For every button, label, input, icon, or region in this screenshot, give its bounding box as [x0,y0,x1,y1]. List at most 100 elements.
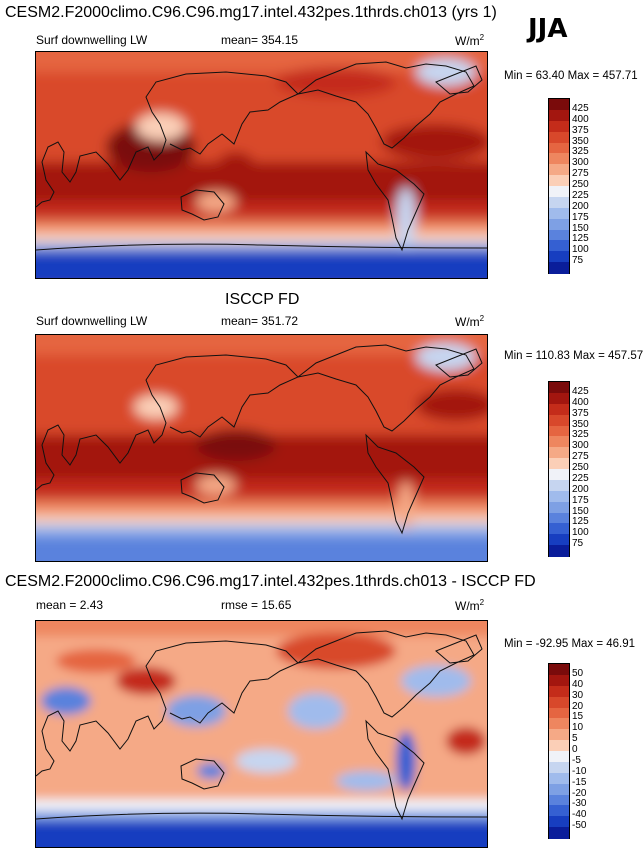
panel3-rmse: rmse = 15.65 [221,598,292,612]
greenland-coast [435,634,483,664]
colorbar-swatch [549,707,569,719]
colorbar-tick-label: 30 [572,689,584,701]
antarctica-coast [36,812,487,820]
colorbar-tick-label: 5 [572,733,578,745]
antarctica-coast [36,243,487,251]
colorbar-swatch [549,414,569,426]
colorbar-swatch [549,685,569,698]
colorbar-swatch [549,718,569,730]
colorbar-tick-label: 275 [572,168,589,180]
colorbar-tick-label: 300 [572,157,589,169]
australia-coast [180,758,225,790]
colorbar-tick-label: 350 [572,135,589,147]
panel1-map-field [36,52,487,278]
panel2-variable: Surf downwelling LW [36,314,148,328]
panel2-mean: mean= 351.72 [221,314,299,328]
colorbar-tick-label: -30 [572,798,587,810]
colorbar-swatch [549,696,569,708]
panel1-variable: Surf downwelling LW [36,33,148,47]
colorbar-tick-label: 175 [572,494,589,506]
colorbar-swatch [549,772,569,785]
colorbar-swatch [549,816,569,828]
panel1-colorbar: 425 400 375 350 325 300 275 250 225 200 175 150 125 1… [548,98,589,274]
panel3-title: CESM2.F2000climo.C96.C96.mg17.intel.432p… [5,573,536,590]
colorbar-swatch [549,120,569,133]
colorbar-tick-label: 425 [572,385,589,397]
colorbar-swatch [549,534,569,546]
panel2-units: W/m2 [455,314,485,329]
colorbar-swatch [549,196,569,209]
colorbar-swatch [549,131,569,143]
north-america-coast [297,630,475,718]
colorbar-swatch [549,142,569,154]
colorbar-swatch [549,403,569,416]
colorbar-tick-label: -20 [572,787,587,799]
colorbar-tick-label: -50 [572,820,587,832]
colorbar-swatch [549,751,569,763]
colorbar-swatch [549,479,569,492]
colorbar-tick-label: 325 [572,429,589,441]
colorbar-swatch [549,164,569,176]
colorbar-tick-label: 250 [572,462,589,473]
colorbar-swatch [549,827,569,839]
colorbar-swatch [549,783,569,795]
colorbar-swatch [549,501,569,513]
colorbar-tick-label: 75 [572,255,584,267]
australia-coast [180,472,225,504]
colorbar-tick-label: 150 [572,222,589,234]
colorbar-swatch [549,458,569,470]
colorbar-tick-label: 225 [572,189,589,201]
colorbar-swatch [549,436,569,448]
colorbar-swatch [549,153,569,165]
colorbar-swatch [549,229,569,241]
panel1-mean: mean= 354.15 [221,33,299,47]
panel3-map-field [36,621,487,847]
colorbar-tick-label: 150 [572,505,589,517]
colorbar-swatch [549,99,569,111]
panel2-colorbar-swatches [548,381,570,557]
colorbar-tick-label: 200 [572,200,589,212]
colorbar-tick-label: 350 [572,418,589,430]
colorbar-tick-label: 10 [572,722,584,734]
colorbar-tick-label: -40 [572,809,587,821]
colorbar-tick-label: 425 [572,102,589,114]
panel1-title: CESM2.F2000climo.C96.C96.mg17.intel.432p… [5,4,497,21]
greenland-coast [435,348,483,378]
panel1-minmax: Min = 63.40 Max = 457.71 [504,70,638,82]
colorbar-tick-label: 175 [572,211,589,223]
colorbar-swatch [549,794,569,806]
panel2-minmax: Min = 110.83 Max = 457.57 [504,350,644,362]
greenland-coast [435,65,483,95]
australia-coast [180,189,225,221]
colorbar-swatch [549,469,569,481]
colorbar-swatch [549,729,569,741]
colorbar-tick-label: 100 [572,244,589,256]
colorbar-tick-label: 75 [572,538,584,550]
colorbar-swatch [549,240,569,252]
south-america-coast [365,433,425,535]
colorbar-swatch [549,262,569,274]
colorbar-tick-label: 400 [572,396,589,408]
colorbar-swatch [549,382,569,394]
colorbar-swatch [549,175,569,187]
north-america-coast [297,344,475,432]
panel2-title: ISCCP FD [225,291,300,308]
colorbar-tick-label: -15 [572,776,587,788]
colorbar-swatch [549,109,569,122]
panel1-units: W/m2 [455,33,485,48]
season-label: JJA [528,14,568,44]
colorbar-swatch [549,805,569,817]
eurasia-africa-coast [36,71,299,208]
colorbar-tick-label: -10 [572,765,587,777]
panel2-colorbar: 425 400 375 350 325 300 275 250 225 200 175 150 125 1… [548,381,589,557]
colorbar-tick-label: 325 [572,146,589,158]
colorbar-tick-label: 0 [572,744,578,755]
eurasia-africa-coast [36,354,299,491]
colorbar-swatch [549,512,569,524]
colorbar-tick-label: 375 [572,124,589,136]
colorbar-swatch [549,186,569,198]
colorbar-swatch [549,664,569,676]
colorbar-tick-label: 375 [572,407,589,419]
colorbar-tick-label: 225 [572,472,589,484]
colorbar-swatch [549,218,569,230]
